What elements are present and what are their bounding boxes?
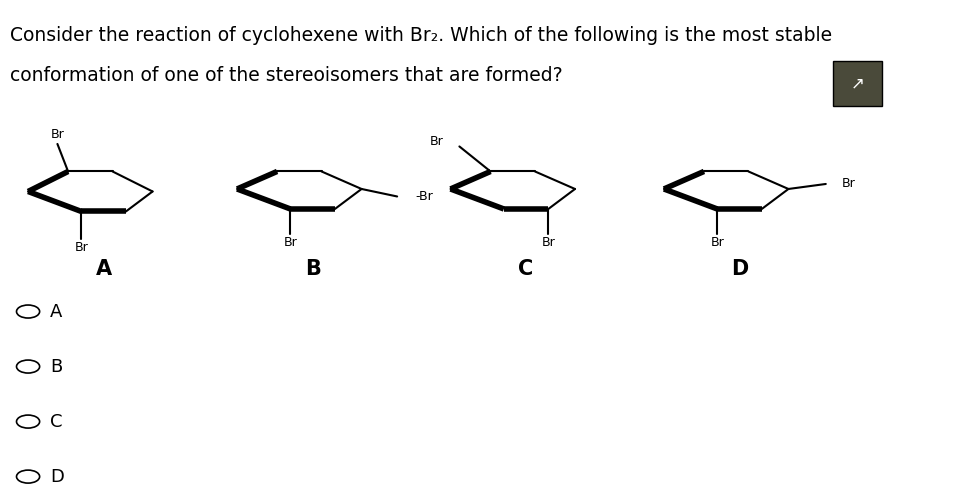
Text: A: A <box>96 259 111 279</box>
Text: B: B <box>50 358 62 376</box>
Text: B: B <box>304 259 321 279</box>
FancyBboxPatch shape <box>832 61 881 107</box>
Text: Br: Br <box>283 236 297 249</box>
Text: Br: Br <box>429 135 443 148</box>
Text: Br: Br <box>75 241 88 255</box>
Text: C: C <box>518 259 533 279</box>
Text: Br: Br <box>709 236 724 249</box>
Text: D: D <box>731 259 747 279</box>
Text: Br: Br <box>841 178 855 191</box>
Text: Consider the reaction of cyclohexene with Br₂. Which of the following is the mos: Consider the reaction of cyclohexene wit… <box>11 26 831 45</box>
Text: C: C <box>50 412 63 431</box>
Text: Br: Br <box>50 128 64 141</box>
Text: A: A <box>50 302 63 320</box>
Text: ↗: ↗ <box>850 75 863 93</box>
Text: D: D <box>50 468 64 485</box>
Text: Br: Br <box>541 236 554 249</box>
Text: -Br: -Br <box>415 190 432 203</box>
Text: conformation of one of the stereoisomers that are formed?: conformation of one of the stereoisomers… <box>11 66 562 86</box>
